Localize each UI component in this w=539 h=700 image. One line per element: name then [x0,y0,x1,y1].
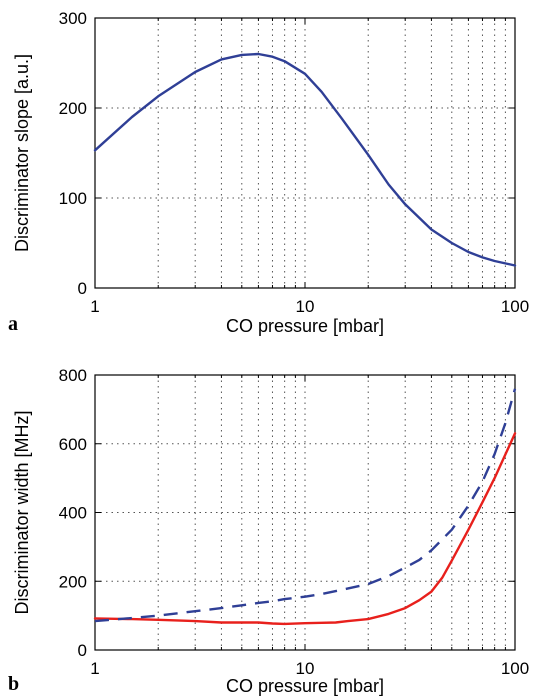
chart-panel-a: 1 10 100 0 100 200 300 CO pressure [mbar] Discri… [8,9,529,336]
y-tick-label: 200 [59,572,87,591]
x-tick-label: 1 [90,659,99,678]
y-tick-label: 0 [78,279,87,298]
x-tick-label: 10 [296,659,315,678]
x-tick-label: 100 [501,297,529,316]
y-tick-label: 200 [59,99,87,118]
y-tick-label: 400 [59,504,87,523]
chart-panel-b: 1 10 100 0 200 400 600 800 CO pressure [mbar] Dis… [8,366,529,696]
x-tick-label: 1 [90,297,99,316]
y-tick-label: 600 [59,435,87,454]
x-axis-title: CO pressure [mbar] [226,676,384,696]
x-axis-title: CO pressure [mbar] [226,316,384,336]
x-tick-label: 100 [501,659,529,678]
series-line-solid [93,432,517,626]
y-tick-label: 0 [78,641,87,660]
series-line-dashed [94,388,517,623]
y-tick-label: 300 [59,9,87,28]
y-tick-label: 800 [59,366,87,385]
y-tick-label: 100 [59,189,87,208]
y-axis-title: Discriminator width [MHz] [12,410,32,614]
y-axis-title: Discriminator slope [a.u.] [12,54,32,252]
series-line-solid [93,52,517,267]
panel-label: a [8,313,18,335]
plot-frame [94,17,516,289]
x-tick-label: 10 [296,297,315,316]
panel-label: b [8,673,19,695]
